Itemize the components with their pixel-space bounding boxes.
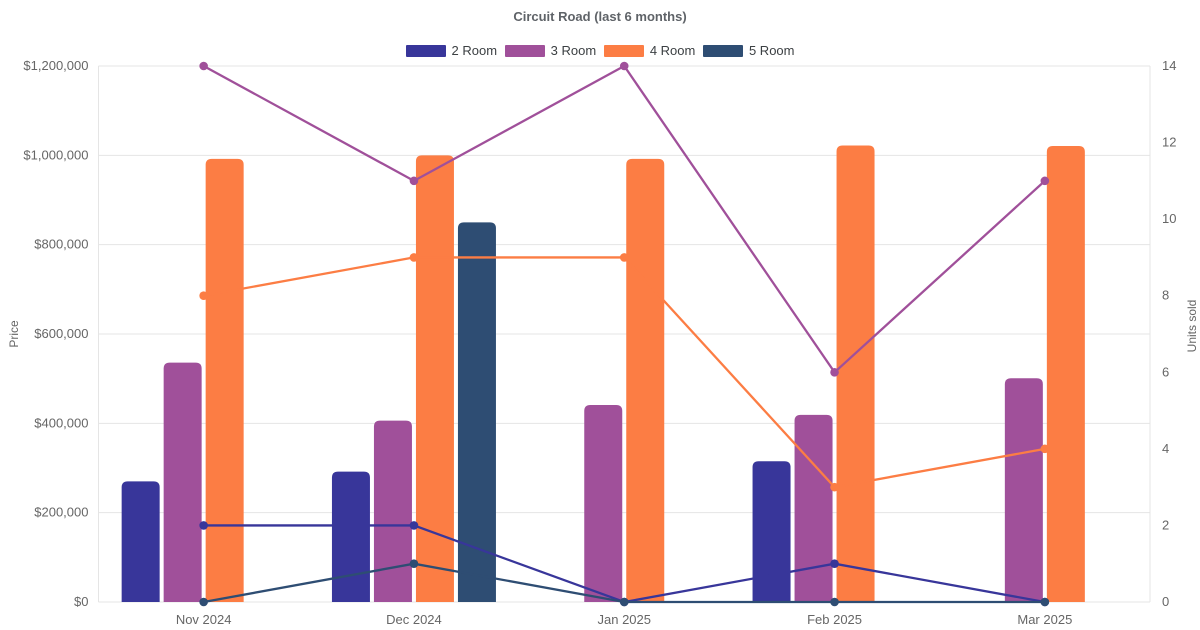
svg-text:$1,000,000: $1,000,000 (23, 147, 88, 162)
svg-text:$0: $0 (74, 594, 88, 609)
svg-text:2: 2 (1162, 517, 1169, 532)
svg-text:12: 12 (1162, 135, 1176, 150)
svg-text:$800,000: $800,000 (34, 237, 88, 252)
svg-text:10: 10 (1162, 211, 1176, 226)
svg-text:$200,000: $200,000 (34, 505, 88, 520)
svg-text:0: 0 (1162, 594, 1169, 609)
svg-text:6: 6 (1162, 364, 1169, 379)
svg-text:Dec 2024: Dec 2024 (386, 612, 442, 627)
svg-text:Feb 2025: Feb 2025 (807, 612, 862, 627)
svg-text:14: 14 (1162, 58, 1176, 73)
svg-text:4: 4 (1162, 441, 1169, 456)
svg-text:$1,200,000: $1,200,000 (23, 58, 88, 73)
svg-text:Jan 2025: Jan 2025 (598, 612, 652, 627)
svg-text:8: 8 (1162, 288, 1169, 303)
svg-text:$600,000: $600,000 (34, 326, 88, 341)
svg-text:Mar 2025: Mar 2025 (1017, 612, 1072, 627)
svg-text:Nov 2024: Nov 2024 (176, 612, 232, 627)
svg-text:$400,000: $400,000 (34, 415, 88, 430)
